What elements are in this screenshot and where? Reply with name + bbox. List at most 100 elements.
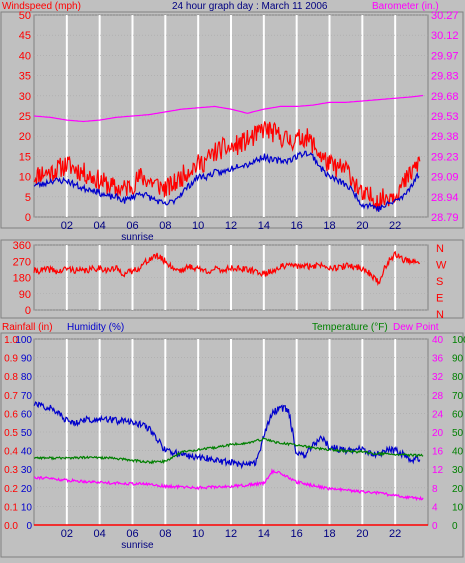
rainfall-tick-label: 0.6 [4, 409, 18, 420]
barometer-axis-label: Barometer (in.) [372, 1, 439, 12]
x-tick-label: 04 [94, 528, 106, 540]
direction-tick-label: 270 [13, 256, 31, 268]
x-tick-label: 14 [258, 220, 270, 232]
sunrise-label: sunrise [121, 232, 154, 243]
x-tick-label: 16 [291, 220, 303, 232]
dewpoint-tick-label: 10 [452, 502, 464, 513]
rainfall-tick-label: 0.1 [4, 502, 18, 513]
barometer-tick-label: 30.27 [431, 10, 459, 22]
rainfall-tick-label: 0.5 [4, 428, 18, 439]
barometer-tick-label: 28.94 [431, 192, 459, 204]
windspeed-line [33, 121, 421, 211]
x-tick-label: 18 [323, 220, 335, 232]
x-tick-label: 10 [192, 528, 204, 540]
dewpoint-tick-label: 90 [452, 354, 464, 365]
x-tick-label: 14 [258, 528, 270, 540]
x-tick-label: 02 [61, 220, 73, 232]
temperature-tick-label: 4 [432, 502, 438, 513]
windspeed-axis-label: Windspeed (mph) [2, 1, 81, 12]
humidity-tick-label: 50 [21, 428, 33, 439]
x-tick-label: 22 [389, 528, 401, 540]
temperature-line [34, 437, 424, 465]
windspeed-tick-label: 0 [25, 212, 31, 224]
x-tick-label: 04 [94, 220, 106, 232]
x-tick-label: 10 [192, 220, 204, 232]
humidity-tick-label: 70 [21, 391, 33, 402]
direction-tick-label: 0 [25, 305, 31, 317]
compass-label: N [436, 243, 444, 255]
rainfall-tick-label: 0.2 [4, 484, 18, 495]
compass-label: N [436, 309, 444, 321]
compass-label: S [436, 276, 443, 288]
temperature-tick-label: 28 [432, 391, 444, 402]
dewpoint-tick-label: 20 [452, 484, 464, 495]
temperature-tick-label: 12 [432, 465, 444, 476]
humidity-tick-label: 100 [15, 335, 32, 346]
barometer-tick-label: 29.38 [431, 131, 459, 143]
rainfall-tick-label: 0.0 [4, 521, 18, 532]
dewpoint-tick-label: 100 [452, 335, 465, 346]
x-tick-label: 22 [389, 220, 401, 232]
windspeed-tick-label: 15 [19, 151, 31, 163]
x-tick-label: 16 [291, 528, 303, 540]
compass-label: W [436, 260, 447, 272]
direction-tick-label: 360 [13, 240, 31, 252]
temperature-tick-label: 40 [432, 335, 444, 346]
humidity-tick-label: 80 [21, 372, 33, 383]
temperature-axis-label: Temperature (°F) [312, 322, 388, 333]
windspeed-tick-label: 35 [19, 71, 31, 83]
direction-tick-label: 90 [19, 289, 31, 301]
barometer-tick-label: 29.83 [431, 71, 459, 83]
direction-tick-label: 180 [13, 273, 31, 285]
windspeed-tick-label: 10 [19, 172, 31, 184]
windspeed-tick-label: 5 [25, 192, 31, 204]
temperature-tick-label: 8 [432, 484, 438, 495]
temperature-tick-label: 20 [432, 428, 444, 439]
dewpoint-tick-label: 0 [452, 521, 458, 532]
barometer-tick-label: 29.53 [431, 111, 459, 123]
barometer-tick-label: 29.97 [431, 50, 459, 62]
rainfall-tick-label: 0.7 [4, 391, 18, 402]
rainfall-tick-label: 0.4 [4, 447, 18, 458]
x-tick-label: 02 [61, 528, 73, 540]
x-tick-label: 08 [159, 220, 171, 232]
humidity-axis-label: Humidity (%) [67, 322, 124, 333]
x-tick-label: 08 [159, 528, 171, 540]
dewpoint-tick-label: 60 [452, 409, 464, 420]
rainfall-tick-label: 1.0 [4, 335, 18, 346]
x-tick-label: 20 [356, 528, 368, 540]
x-tick-label: 18 [323, 528, 335, 540]
humidity-line [33, 401, 421, 470]
dewpoint-tick-label: 30 [452, 465, 464, 476]
dewpoint-tick-label: 40 [452, 447, 464, 458]
x-tick-label: 20 [356, 220, 368, 232]
humidity-tick-label: 30 [21, 465, 33, 476]
windspeed-tick-label: 40 [19, 50, 31, 62]
temperature-tick-label: 0 [432, 521, 438, 532]
humidity-tick-label: 40 [21, 447, 33, 458]
wind-direction-line [33, 250, 420, 287]
windspeed-tick-label: 30 [19, 91, 31, 103]
rainfall-tick-label: 0.3 [4, 465, 18, 476]
humidity-tick-label: 10 [21, 502, 33, 513]
barometer-tick-label: 29.23 [431, 151, 459, 163]
barometer-line [33, 94, 424, 123]
humidity-tick-label: 90 [21, 354, 33, 365]
barometer-tick-label: 29.09 [431, 172, 459, 184]
barometer-tick-label: 30.12 [431, 30, 459, 42]
x-tick-label: 12 [225, 220, 237, 232]
windspeed-tick-label: 45 [19, 30, 31, 42]
x-tick-label: 06 [126, 220, 138, 232]
windspeed-tick-label: 50 [19, 10, 31, 22]
barometer-tick-label: 29.68 [431, 91, 459, 103]
dewpoint-tick-label: 50 [452, 428, 464, 439]
humidity-tick-label: 20 [21, 484, 33, 495]
rainfall-tick-label: 0.9 [4, 354, 18, 365]
dewpoint-axis-label: Dew Point [393, 322, 439, 333]
temperature-tick-label: 16 [432, 447, 444, 458]
windspeed-tick-label: 25 [19, 111, 31, 123]
dewpoint-tick-label: 80 [452, 372, 464, 383]
dewpoint-line [33, 468, 424, 502]
compass-label: E [436, 293, 443, 305]
dewpoint-tick-label: 70 [452, 391, 464, 402]
